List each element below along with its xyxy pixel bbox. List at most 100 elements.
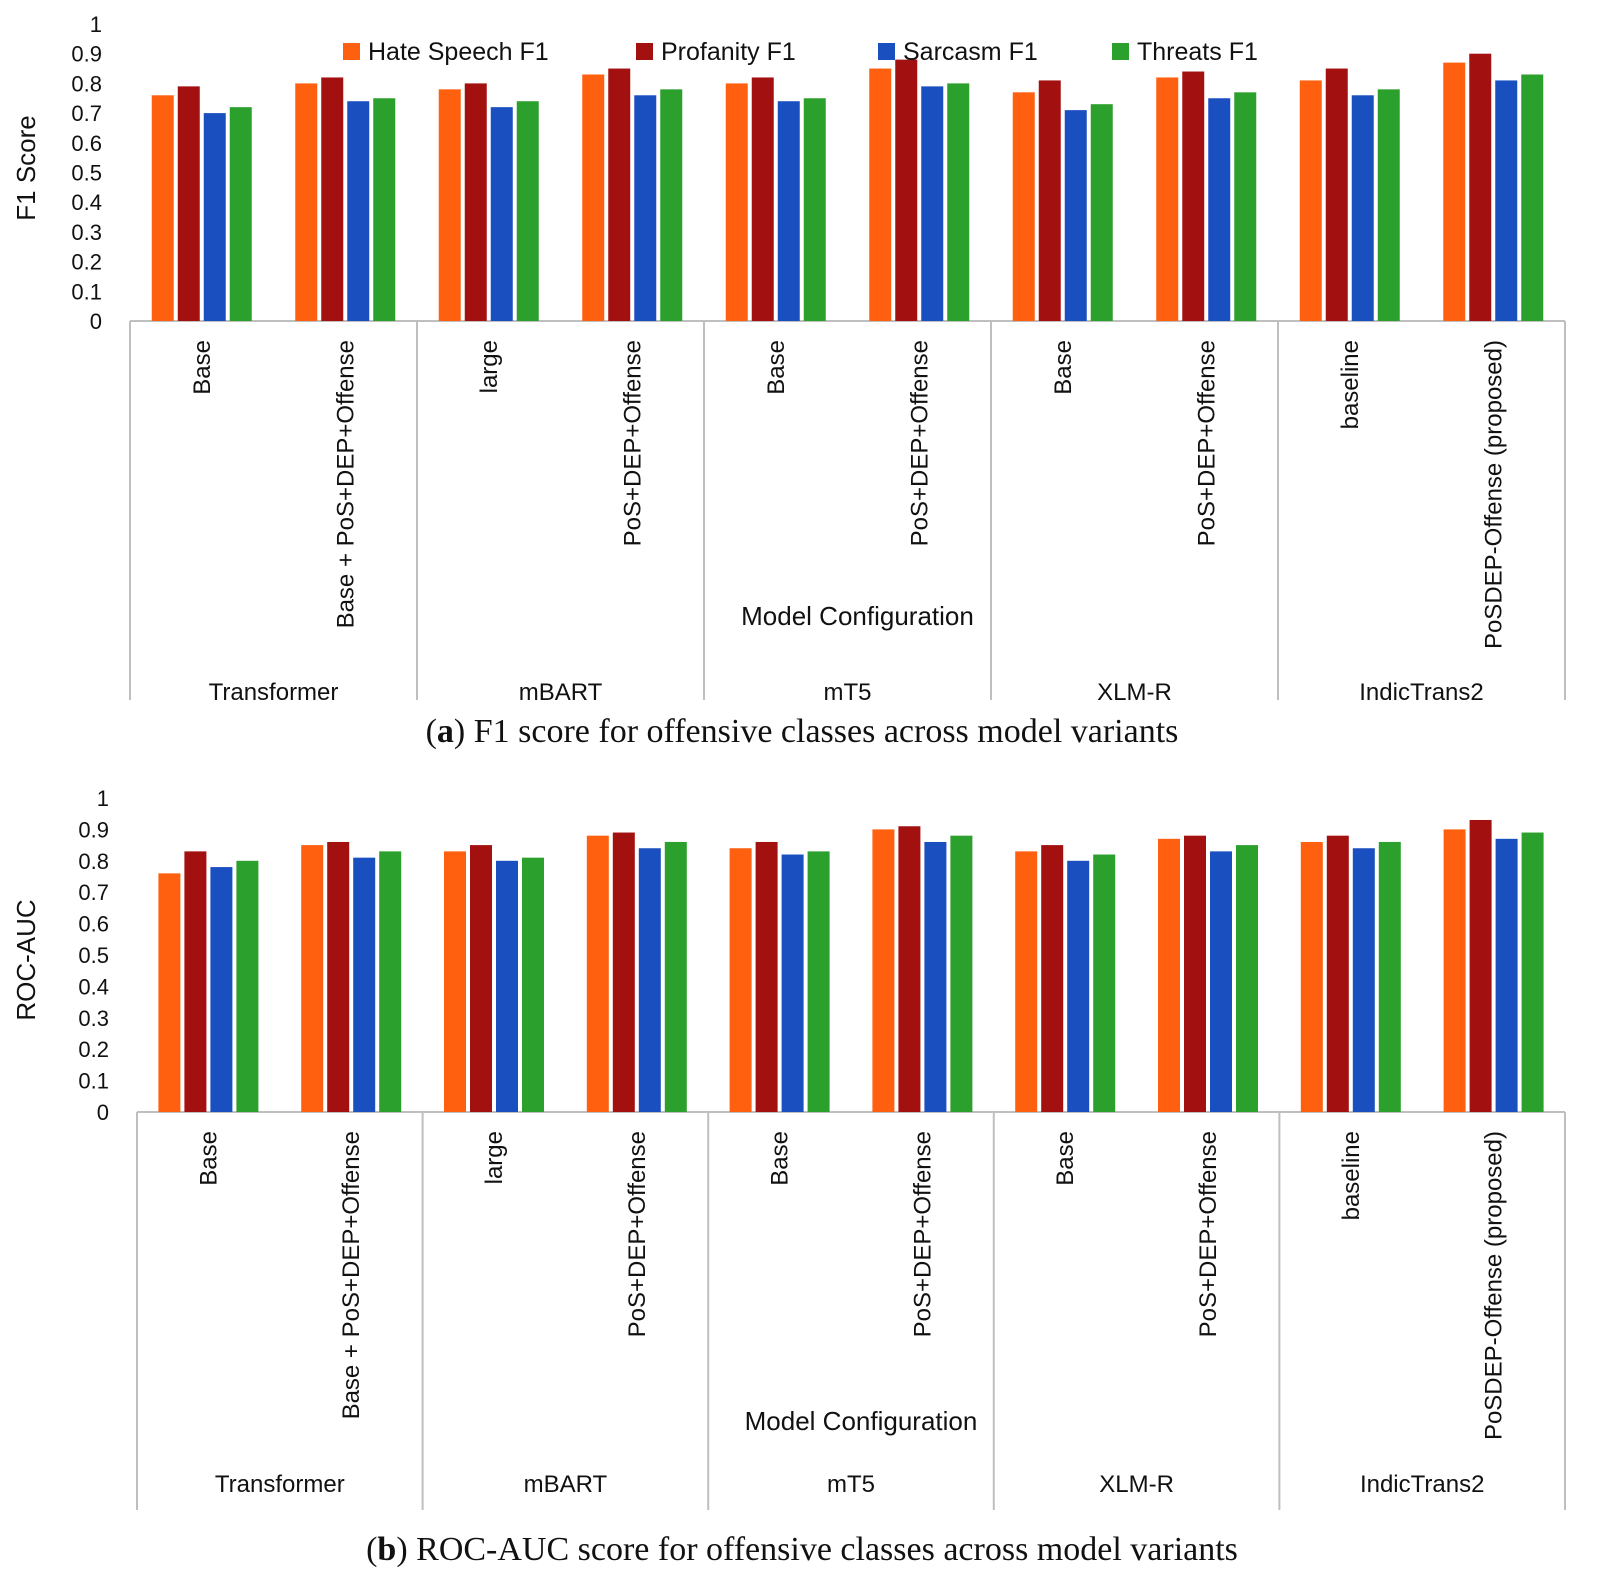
- group-label: XLM-R: [1097, 679, 1172, 706]
- legend-swatch: [636, 43, 653, 60]
- bar-sarcasm-f1: [781, 854, 804, 1112]
- y-tick-label: 0.6: [78, 912, 109, 937]
- figure-caption: (b) ROC-AUC score for offensive classes …: [366, 1531, 1238, 1568]
- bar-hate-speech-f1: [444, 851, 466, 1112]
- bar-hate-speech-f1: [438, 89, 461, 321]
- bar-profanity-f1: [751, 77, 774, 322]
- bar-hate-speech-f1: [869, 68, 892, 321]
- bar-threats-f1: [1377, 89, 1400, 321]
- y-tick-label: 0.5: [78, 943, 109, 968]
- group-label: mT5: [827, 1471, 875, 1498]
- y-tick-label: 0: [90, 309, 102, 334]
- bar-profanity-f1: [1041, 845, 1064, 1112]
- bar-profanity-f1: [1038, 80, 1061, 322]
- bar-profanity-f1: [184, 851, 207, 1112]
- bar-threats-f1: [1234, 92, 1257, 321]
- bar-hate-speech-f1: [1158, 838, 1180, 1112]
- bar-threats-f1: [950, 835, 973, 1112]
- y-tick-label: 0.9: [71, 42, 102, 67]
- bar-threats-f1: [522, 857, 544, 1112]
- bar-sarcasm-f1: [210, 867, 233, 1112]
- y-tick-label: 0.7: [78, 880, 109, 905]
- y-tick-label: 0.7: [71, 101, 102, 126]
- bar-profanity-f1: [1182, 71, 1205, 322]
- y-tick-label: 1: [97, 786, 109, 811]
- y-tick-label: 0.8: [78, 849, 109, 874]
- y-tick-label: 0.4: [78, 974, 109, 999]
- bar-sarcasm-f1: [1495, 80, 1518, 322]
- category-label: PoSDEP-Offense (proposed): [1480, 340, 1507, 649]
- bar-threats-f1: [1521, 74, 1544, 322]
- y-tick-label: 1: [90, 12, 102, 37]
- y-axis-title: F1 Score: [11, 115, 41, 221]
- bar-hate-speech-f1: [729, 848, 752, 1112]
- category-label: Base: [1052, 1131, 1079, 1186]
- bar-hate-speech-f1: [1156, 77, 1179, 322]
- bar-profanity-f1: [1325, 68, 1348, 321]
- bar-sarcasm-f1: [203, 113, 226, 321]
- bar-hate-speech-f1: [1299, 80, 1322, 322]
- bar-threats-f1: [236, 860, 259, 1112]
- bar-hate-speech-f1: [158, 873, 181, 1112]
- y-tick-label: 0.1: [71, 279, 102, 304]
- y-tick-label: 0.3: [78, 1006, 109, 1031]
- bar-sarcasm-f1: [353, 857, 376, 1112]
- category-label: Base: [195, 1131, 222, 1186]
- bar-sarcasm-f1: [1495, 838, 1518, 1112]
- bar-threats-f1: [803, 98, 826, 321]
- bar-hate-speech-f1: [151, 95, 174, 321]
- group-label: Transformer: [215, 1471, 345, 1498]
- bar-profanity-f1: [470, 845, 492, 1112]
- category-label: PoS+DEP+Offense: [1195, 1131, 1222, 1337]
- y-tick-label: 0.4: [71, 190, 102, 215]
- legend-label: Threats F1: [1137, 38, 1258, 66]
- bar-profanity-f1: [1184, 835, 1206, 1112]
- bar-threats-f1: [664, 841, 687, 1112]
- category-label: baseline: [1337, 340, 1364, 429]
- bar-profanity-f1: [1326, 835, 1349, 1112]
- category-label: PoS+DEP+Offense: [906, 340, 933, 546]
- bar-threats-f1: [516, 101, 539, 321]
- category-label: baseline: [1338, 1131, 1365, 1220]
- bar-threats-f1: [1378, 841, 1401, 1112]
- bar-hate-speech-f1: [301, 845, 324, 1112]
- bar-sarcasm-f1: [777, 101, 800, 321]
- bar-profanity-f1: [608, 68, 631, 321]
- category-label: Base + PoS+DEP+Offense: [338, 1131, 365, 1419]
- bar-sarcasm-f1: [1067, 860, 1090, 1112]
- chart-panel-b: 0 0.1 0.2 0.3 0.4 0.5 0.6 0.7 0.8 0.9 1 ROC-AUC Base…: [11, 786, 1566, 1568]
- bar-threats-f1: [1521, 832, 1544, 1112]
- bar-threats-f1: [379, 851, 402, 1112]
- legend-swatch: [1112, 43, 1129, 60]
- bar-hate-speech-f1: [1443, 62, 1466, 322]
- bar-sarcasm-f1: [921, 86, 944, 322]
- bar-sarcasm-f1: [490, 107, 513, 321]
- bar-sarcasm-f1: [924, 841, 947, 1112]
- bar-threats-f1: [1236, 845, 1258, 1112]
- category-label: PoS+DEP+Offense: [1193, 340, 1220, 546]
- bar-hate-speech-f1: [1300, 841, 1323, 1112]
- bar-sarcasm-f1: [496, 860, 518, 1112]
- figure-caption: (a) F1 score for offensive classes acros…: [426, 713, 1179, 750]
- group-label: IndicTrans2: [1359, 679, 1484, 706]
- bar-threats-f1: [373, 98, 396, 321]
- y-tick-label: 0.1: [78, 1069, 109, 1094]
- group-label: Transformer: [209, 679, 339, 706]
- group-label: mBART: [524, 1471, 608, 1498]
- bar-hate-speech-f1: [586, 835, 609, 1112]
- y-tick-label: 0.8: [71, 71, 102, 96]
- bar-hate-speech-f1: [582, 74, 605, 322]
- group-label: mBART: [519, 679, 603, 706]
- group-label: XLM-R: [1099, 1471, 1174, 1498]
- legend-label: Sarcasm F1: [903, 38, 1038, 66]
- x-axis-title: Model Configuration: [741, 601, 974, 631]
- category-label: Base + PoS+DEP+Offense: [332, 340, 359, 628]
- category-label: PoS+DEP+Offense: [909, 1131, 936, 1337]
- bar-threats-f1: [947, 83, 970, 322]
- y-tick-label: 0.2: [71, 250, 102, 275]
- bar-threats-f1: [660, 89, 683, 321]
- bar-hate-speech-f1: [295, 83, 318, 322]
- y-tick-label: 0.2: [78, 1037, 109, 1062]
- bar-hate-speech-f1: [872, 829, 895, 1112]
